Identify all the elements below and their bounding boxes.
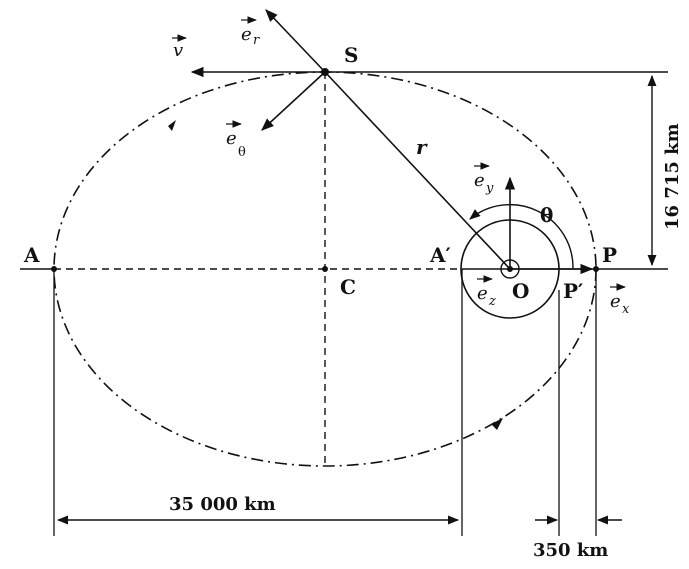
label-o: O [512, 279, 529, 303]
label-e-y: e [474, 170, 485, 191]
label-e-x-sub: x [622, 302, 630, 317]
dim-gap-label: 350 km [533, 540, 608, 561]
label-r: r [416, 135, 428, 159]
point-c [322, 266, 328, 272]
label-a: A [23, 243, 40, 267]
label-e-x: e [610, 291, 621, 312]
label-s: S [344, 43, 358, 67]
label-e-z: e [477, 283, 488, 304]
label-e-theta-sub: θ [238, 145, 246, 160]
label-c: C [340, 275, 356, 299]
label-v: v [173, 40, 183, 61]
orbit-arrow-lower-right [491, 418, 503, 430]
label-e-y-sub: y [485, 181, 494, 196]
e-theta-arrow [261, 71, 326, 131]
dim-semi-minor-label: 16 715 km [662, 123, 683, 230]
radius-line [324, 71, 511, 270]
label-e-theta: e [226, 128, 237, 149]
dim-semi-major-label: 35 000 km [169, 494, 276, 515]
label-e-z-sub: z [488, 294, 496, 309]
label-p: P [602, 243, 617, 267]
theta-arc [469, 204, 574, 270]
label-e-r: e [241, 24, 252, 45]
orbit-arrow-upper-left [168, 120, 176, 131]
label-p-prime: P′ [563, 279, 583, 303]
label-e-r-sub: r [253, 33, 260, 48]
label-a-prime: A′ [429, 243, 451, 267]
label-theta: θ [540, 203, 553, 227]
e-r-arrow [265, 9, 326, 73]
